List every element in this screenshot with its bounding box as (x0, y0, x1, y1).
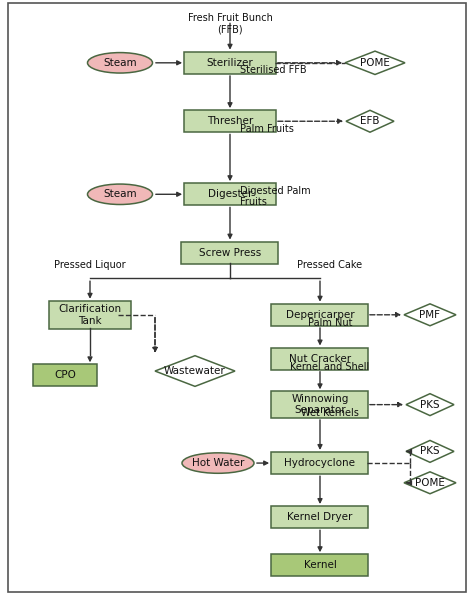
Text: Screw Press: Screw Press (199, 248, 261, 257)
Polygon shape (404, 304, 456, 326)
Text: Kernel Dryer: Kernel Dryer (287, 512, 353, 522)
FancyBboxPatch shape (33, 365, 97, 386)
Text: Palm Fruits: Palm Fruits (240, 125, 294, 134)
FancyBboxPatch shape (184, 52, 276, 74)
FancyBboxPatch shape (49, 301, 131, 328)
Text: Sterilizer: Sterilizer (207, 58, 254, 68)
Text: Depericarper: Depericarper (286, 310, 354, 320)
Text: Hydrocyclone: Hydrocyclone (284, 458, 356, 468)
Text: EFB: EFB (360, 116, 380, 126)
Polygon shape (406, 394, 454, 415)
Text: Wet Kernels: Wet Kernels (301, 408, 359, 418)
FancyBboxPatch shape (182, 242, 279, 263)
Polygon shape (346, 110, 394, 132)
Ellipse shape (88, 184, 153, 204)
Text: PKS: PKS (420, 400, 440, 409)
Text: POME: POME (360, 58, 390, 68)
Text: Pressed Cake: Pressed Cake (298, 260, 363, 270)
Text: Kernel: Kernel (303, 560, 337, 570)
Polygon shape (404, 472, 456, 493)
Text: Steam: Steam (103, 190, 137, 199)
Text: Clarification
Tank: Clarification Tank (58, 304, 121, 325)
Text: Thresher: Thresher (207, 116, 253, 126)
FancyBboxPatch shape (272, 392, 368, 418)
Polygon shape (345, 51, 405, 74)
FancyBboxPatch shape (272, 452, 368, 474)
Polygon shape (406, 440, 454, 462)
Text: PMF: PMF (419, 310, 440, 320)
Text: Nut Cracker: Nut Cracker (289, 353, 351, 364)
FancyBboxPatch shape (272, 304, 368, 326)
FancyBboxPatch shape (272, 554, 368, 576)
FancyBboxPatch shape (184, 184, 276, 205)
Text: Kernel and Shell: Kernel and Shell (291, 362, 370, 372)
FancyBboxPatch shape (184, 110, 276, 132)
Text: Digested Palm
Fruits: Digested Palm Fruits (240, 186, 310, 207)
Text: Steam: Steam (103, 58, 137, 68)
Polygon shape (155, 356, 235, 386)
Text: Sterilised FFB: Sterilised FFB (240, 65, 307, 75)
Ellipse shape (88, 52, 153, 73)
Text: Digester: Digester (208, 190, 252, 199)
Text: CPO: CPO (54, 371, 76, 380)
Text: Fresh Fruit Bunch
(FFB): Fresh Fruit Bunch (FFB) (188, 13, 273, 35)
FancyBboxPatch shape (272, 506, 368, 528)
Text: Pressed Liquor: Pressed Liquor (54, 260, 126, 270)
Text: Wastewater: Wastewater (164, 366, 226, 376)
FancyBboxPatch shape (272, 347, 368, 370)
Text: PKS: PKS (420, 446, 440, 457)
Text: Hot Water: Hot Water (192, 458, 244, 468)
Text: Winnowing
Separator: Winnowing Separator (292, 394, 349, 415)
Text: POME: POME (415, 478, 445, 488)
Ellipse shape (182, 453, 254, 473)
Text: Palm Nut: Palm Nut (308, 318, 352, 328)
